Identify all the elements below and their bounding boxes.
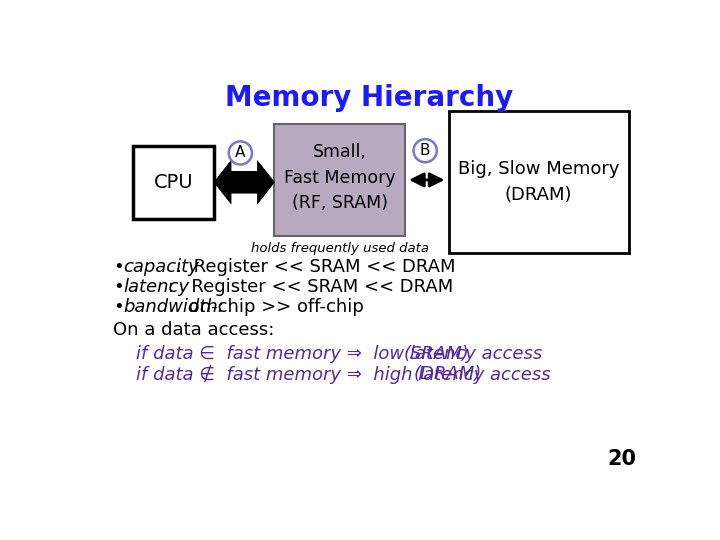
Text: bandwidth:: bandwidth:	[123, 298, 224, 315]
Text: •: •	[113, 298, 124, 315]
Text: B: B	[420, 143, 431, 158]
Text: latency: latency	[123, 278, 189, 295]
Text: if data ∉  fast memory ⇒  high latency access: if data ∉ fast memory ⇒ high latency acc…	[137, 364, 557, 384]
Text: capacity: capacity	[123, 258, 199, 275]
Bar	[274, 124, 405, 236]
Text: •: •	[113, 278, 124, 295]
Polygon shape	[214, 161, 258, 204]
Text: (SRAM): (SRAM)	[404, 345, 469, 362]
Polygon shape	[231, 161, 274, 204]
Text: :  Register << SRAM << DRAM: : Register << SRAM << DRAM	[176, 258, 456, 275]
Bar	[132, 146, 214, 219]
Text: CPU: CPU	[153, 173, 193, 192]
Text: Small,
Fast Memory
(RF, SRAM): Small, Fast Memory (RF, SRAM)	[284, 143, 395, 212]
Circle shape	[229, 141, 252, 165]
Text: Big, Slow Memory
(DRAM): Big, Slow Memory (DRAM)	[458, 160, 619, 205]
Text: :   Register << SRAM << DRAM: : Register << SRAM << DRAM	[168, 278, 453, 295]
Bar	[449, 111, 629, 253]
Text: Memory Hierarchy: Memory Hierarchy	[225, 84, 513, 112]
Text: if data ∈  fast memory ⇒  low latency access: if data ∈ fast memory ⇒ low latency acce…	[137, 345, 549, 362]
Text: •: •	[113, 258, 124, 275]
Text: holds frequently used data: holds frequently used data	[251, 242, 428, 255]
Text: (DRAM): (DRAM)	[414, 366, 482, 383]
Text: On a data access:: On a data access:	[113, 321, 274, 339]
Text: 20: 20	[608, 449, 636, 469]
Circle shape	[413, 139, 437, 162]
Text: A: A	[235, 145, 246, 160]
Text: on-chip >> off-chip: on-chip >> off-chip	[183, 298, 364, 315]
